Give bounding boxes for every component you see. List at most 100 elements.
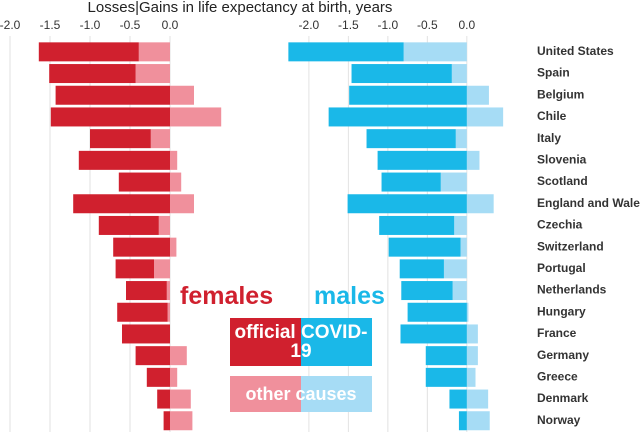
x-tick-label: -2.0 [0,18,21,32]
bar-covid [126,281,167,301]
bar-covid [381,172,441,192]
y-tick-label: France [537,326,577,340]
x-tick-label: 0.0 [458,18,475,32]
x-tick-label: -0.5 [417,18,438,32]
y-tick-label: Chile [537,109,567,123]
x-tick-label: -1.5 [338,18,359,32]
bar-other [170,346,187,366]
bar-other [452,281,467,301]
bar-covid [379,215,455,235]
y-tick-label: Denmark [537,391,589,405]
y-tick-label: Greece [537,370,578,384]
bar-covid [135,346,170,366]
y-tick-label: Norway [537,413,581,427]
panel-label: females [180,282,274,310]
bar-other [466,194,494,214]
bar-covid [115,259,154,279]
bar-covid [98,215,159,235]
bar-other [466,150,480,170]
bar-other [466,346,478,366]
bar-covid [377,150,467,170]
bar-other [138,42,170,62]
bar-covid [90,129,151,149]
bar-other [170,411,193,431]
bar-covid [407,302,467,322]
bar-other [170,107,222,127]
bar-covid [157,389,170,409]
bar-covid [163,411,170,431]
y-tick-label: Slovenia [537,153,587,167]
bar-other [170,367,178,387]
bar-other [166,281,170,301]
bar-covid [399,259,444,279]
bar-other [443,259,467,279]
bar-covid [388,237,461,257]
panel-label: males [314,282,385,310]
bar-covid [458,411,467,431]
x-tick-label: -1.0 [80,18,101,32]
bar-covid [50,107,170,127]
y-tick-label: England and Wales [537,196,640,210]
bar-covid [351,64,452,84]
bar-covid [55,85,170,105]
bar-covid [122,324,170,344]
bar-other [455,129,467,149]
bar-other [466,367,476,387]
bar-other [451,64,467,84]
chart-title: Losses|Gains in life expectancy at birth… [88,0,393,16]
bar-covid [425,367,467,387]
legend-other-box [230,376,372,412]
y-tick-label: Netherlands [537,283,607,297]
bar-covid [118,172,170,192]
bar-other [170,389,191,409]
bar-covid [288,42,404,62]
y-tick-label: Spain [537,66,570,80]
bar-other [466,324,478,344]
bar-other [466,302,469,322]
legend-covid-label: official COVID-19 [234,322,368,362]
bar-other [170,194,194,214]
legend-covid-box [230,318,372,366]
bar-covid [49,64,136,84]
bar-other [170,237,177,257]
x-tick-label: -2.0 [299,18,320,32]
bar-other [466,389,489,409]
x-tick-label: 0.0 [162,18,179,32]
y-tick-label: Switzerland [537,239,604,253]
bar-covid [328,107,467,127]
bar-covid [117,302,168,322]
y-tick-label: United States [537,44,614,58]
x-tick-label: -1.5 [40,18,61,32]
y-tick-label: Portugal [537,261,586,275]
bar-other [167,302,170,322]
bar-covid [38,42,139,62]
bar-covid [449,389,467,409]
bar-other [403,42,467,62]
bar-covid [73,194,170,214]
x-tick-label: -1.0 [378,18,399,32]
bar-other [466,411,490,431]
y-tick-label: Italy [537,131,561,145]
bar-covid [113,237,170,257]
bar-other [170,172,182,192]
bar-covid [366,129,456,149]
y-tick-label: Belgium [537,87,584,101]
bar-other [154,259,170,279]
bar-other [454,215,467,235]
bar-other [440,172,467,192]
bar-other [158,215,170,235]
bar-covid [349,85,467,105]
legend-other-label: other causes [245,384,357,404]
bar-other [460,237,467,257]
bar-covid [425,346,467,366]
y-tick-label: Czechia [537,218,583,232]
x-tick-label: -0.5 [120,18,141,32]
bar-other [150,129,170,149]
bar-other [170,85,194,105]
bar-other [466,85,489,105]
bar-other [466,107,504,127]
bar-covid [401,281,453,301]
bar-covid [78,150,170,170]
